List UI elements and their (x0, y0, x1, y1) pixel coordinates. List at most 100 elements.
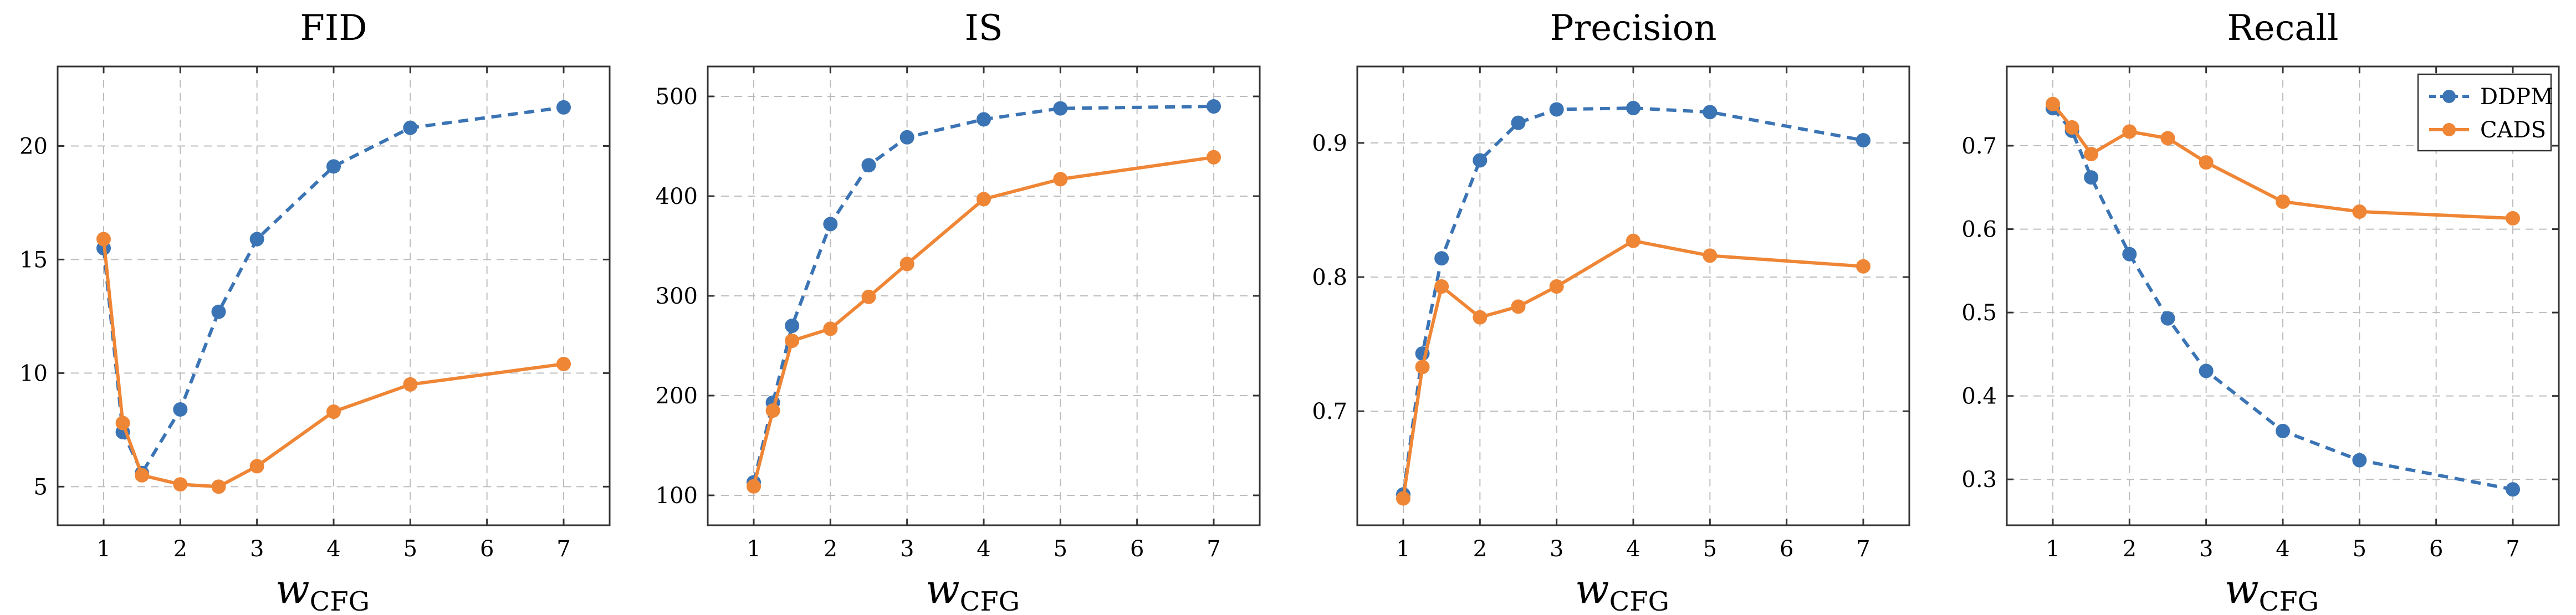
recall-y-tick-label: 0.7 (1961, 134, 1997, 159)
is-x-tick-label: 6 (1130, 536, 1144, 562)
recall-y-tick-label: 0.3 (1961, 467, 1997, 493)
is-x-tick-label: 2 (824, 536, 837, 562)
precision-cads-point (1626, 233, 1640, 248)
recall-cads-point (2084, 147, 2099, 162)
legend-box (2417, 73, 2552, 152)
fid-x-tick-label: 7 (556, 536, 570, 562)
recall-x-tick-label: 6 (2429, 536, 2443, 562)
precision-x-tick-label: 5 (1703, 536, 1717, 562)
recall-y-tick-label: 0.5 (1961, 300, 1997, 326)
is-x-axis-label-main: w (926, 566, 960, 612)
precision-x-axis-label-sub: CFG (1609, 586, 1669, 615)
precision-cads-point (1473, 310, 1488, 325)
fid-cads-point (326, 404, 341, 419)
fid-ddpm-point (326, 159, 341, 174)
is-x-tick-label: 1 (747, 536, 760, 562)
is-cads-point (899, 257, 914, 271)
precision-y-tick-label: 0.8 (1312, 265, 1347, 290)
fid-ddpm-line (102, 105, 564, 475)
is-y-tick-label: 500 (656, 84, 698, 110)
precision-x-tick-label: 7 (1856, 536, 1870, 562)
is-x-tick-label: 5 (1054, 536, 1067, 562)
fid-cads-point (96, 232, 111, 247)
fid-cads-point (403, 377, 418, 392)
recall-cads-point (2199, 155, 2214, 170)
precision-ddpm-point (1511, 115, 1526, 130)
precision-cads-point (1703, 248, 1718, 263)
fid-y-tick-label: 15 (19, 247, 48, 273)
recall-title: Recall (2227, 8, 2339, 49)
chart-is: IS 1 2 3 4 5 6 7 100 200 300 400 500 wCFG (656, 8, 1261, 615)
recall-x-tick-label: 2 (2123, 536, 2137, 562)
is-cads-point (765, 403, 780, 418)
precision-ddpm-point (1626, 101, 1640, 116)
fid-ddpm-point (249, 232, 264, 247)
precision-cads-point (1434, 279, 1449, 294)
is-y-tick-label: 400 (656, 184, 698, 209)
is-ddpm-point (899, 130, 914, 145)
precision-x-axis-label-main: w (1575, 566, 1609, 612)
recall-cads-point (2046, 96, 2060, 111)
is-ddpm-point (785, 319, 800, 333)
is-y-tick-label: 300 (656, 284, 698, 309)
is-cads-point (747, 479, 761, 494)
recall-cads-point (2160, 131, 2175, 146)
is-x-tick-label: 7 (1207, 536, 1220, 562)
recall-x-axis-label-main: w (2225, 566, 2259, 612)
fid-x-tick-label: 1 (96, 536, 110, 562)
is-cads-point (1053, 172, 1068, 187)
recall-cads-point (2506, 211, 2520, 226)
precision-cads-point (1856, 259, 1870, 274)
is-ddpm-point (861, 158, 876, 173)
precision-ddpm-point (1703, 105, 1718, 120)
fid-cads-point (135, 468, 150, 483)
precision-x-axis-label: wCFG (1575, 566, 1669, 615)
fid-cads-point (173, 477, 188, 492)
legend-ddpm-label: DDPM (2480, 84, 2553, 110)
recall-x-axis-label: wCFG (2225, 566, 2319, 615)
fid-cads-point (211, 479, 226, 494)
recall-x-axis-label-sub: CFG (2259, 586, 2319, 615)
precision-x-tick-label: 3 (1550, 536, 1563, 562)
recall-x-tick-label: 3 (2199, 536, 2213, 562)
precision-cads-point (1549, 279, 1564, 294)
fid-title: FID (300, 8, 367, 49)
is-cads-point (785, 334, 800, 348)
fid-y-tick-label: 10 (19, 361, 48, 386)
recall-x-tick-label: 1 (2046, 536, 2059, 562)
fid-y-tick-label: 20 (19, 134, 48, 159)
precision-cads-point (1511, 299, 1526, 314)
precision-x-tick-label: 4 (1626, 536, 1640, 562)
recall-cads-point (2064, 120, 2079, 135)
fid-x-tick-label: 2 (173, 536, 187, 562)
is-x-tick-label: 3 (900, 536, 914, 562)
precision-x-tick-label: 2 (1473, 536, 1487, 562)
recall-cads-point (2122, 124, 2137, 139)
chart-recall: Recall 1 2 3 4 5 6 7 0.3 0.4 0.5 0.6 0.7 wCFG DDPM CADS (1961, 8, 2560, 615)
recall-ddpm-point (2506, 482, 2520, 497)
is-x-axis-label-sub: CFG (960, 586, 1020, 615)
recall-cads-point (2352, 204, 2367, 219)
fid-cads-point (115, 416, 130, 430)
precision-y-tick-label: 0.9 (1312, 131, 1347, 156)
precision-ddpm-line (1402, 106, 1864, 495)
is-x-axis-label: wCFG (926, 566, 1020, 615)
precision-cads-point (1396, 491, 1410, 506)
recall-y-tick-label: 0.4 (1961, 384, 1997, 409)
precision-cads-point (1415, 360, 1430, 375)
is-cads-point (1207, 150, 1221, 165)
legend-cads-label: CADS (2480, 117, 2546, 143)
fid-x-tick-label: 3 (250, 536, 264, 562)
fid-y-tick-label: 5 (34, 474, 48, 500)
fid-x-axis-label-sub: CFG (310, 586, 370, 615)
legend-cads-swatch-marker (2442, 123, 2456, 136)
recall-ddpm-point (2199, 363, 2214, 378)
legend-ddpm-swatch-marker (2442, 90, 2456, 103)
is-ddpm-point (823, 217, 838, 232)
precision-ddpm-point (1549, 102, 1564, 117)
fid-x-axis-label: wCFG (275, 566, 370, 615)
fid-ddpm-point (556, 100, 571, 115)
recall-y-tick-label: 0.6 (1961, 217, 1997, 243)
is-y-tick-label: 100 (656, 483, 698, 509)
